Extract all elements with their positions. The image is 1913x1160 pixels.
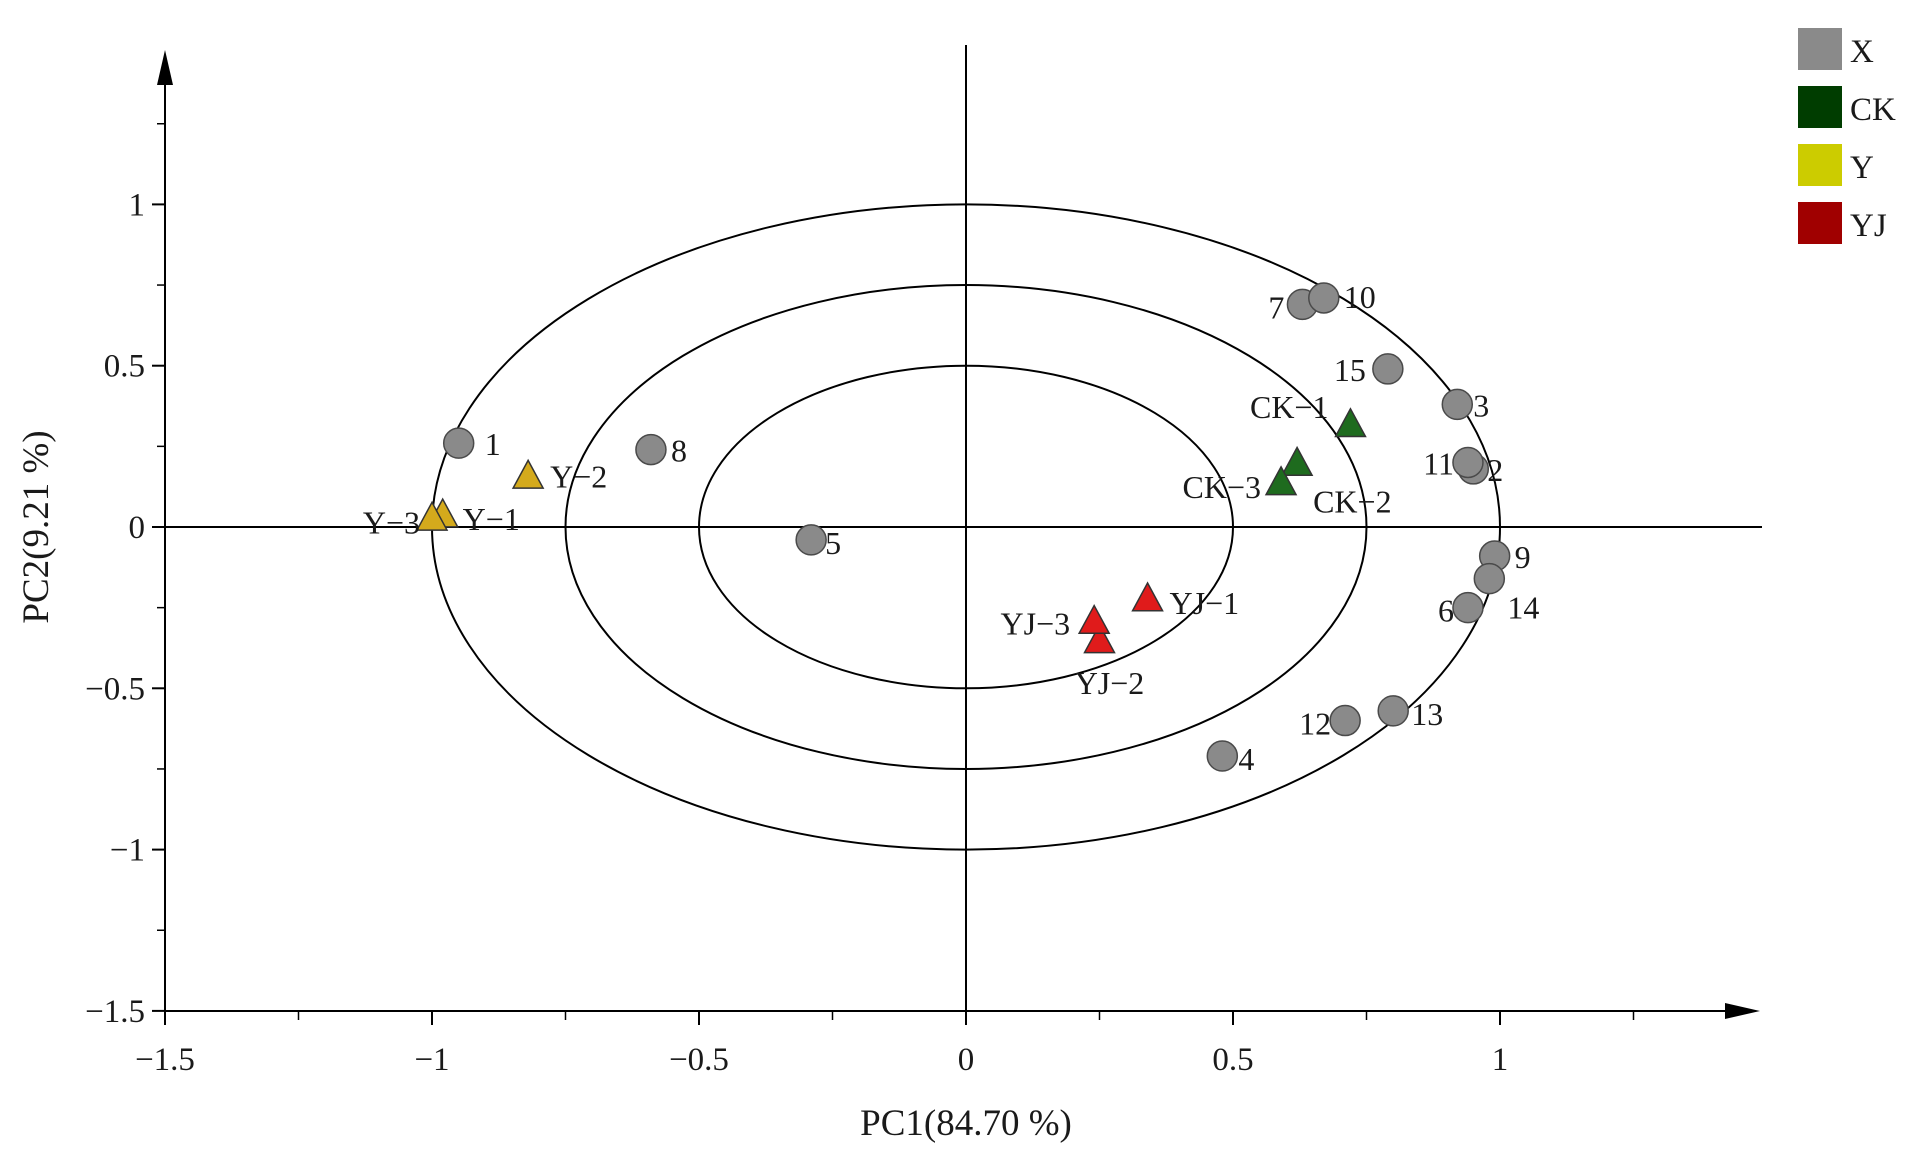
point-y-2 [511, 458, 545, 489]
axes [157, 45, 1762, 1019]
data-points [415, 282, 1511, 772]
point-3 [1441, 388, 1474, 421]
point-label-12: 12 [1299, 706, 1331, 742]
point-label-ck-1: CK−1 [1250, 389, 1329, 425]
x-tick-label: −0.5 [669, 1042, 729, 1078]
point-label-8: 8 [671, 433, 687, 469]
point-label-1: 1 [485, 426, 501, 462]
point-label-14: 14 [1507, 590, 1539, 626]
legend-label-x: X [1850, 34, 1874, 70]
x-tick-label: 0.5 [1212, 1042, 1253, 1078]
x-axis-label: PC1(84.70 %) [860, 1103, 1072, 1144]
point-label-ck-3: CK−3 [1183, 469, 1262, 505]
y-tick-label: 0.5 [104, 349, 145, 385]
point-ck-1 [1334, 407, 1367, 438]
y-axis-arrow [157, 50, 173, 85]
legend-swatch-yj [1798, 202, 1842, 244]
point-10 [1308, 282, 1340, 314]
point-label-y-2: Y−2 [550, 458, 607, 494]
y-axis-label: PC2(9.21 %) [16, 430, 57, 623]
point-y-3 [415, 500, 449, 531]
y-tick-label: −1 [110, 833, 145, 869]
point-yj-1 [1131, 581, 1164, 612]
point-label-4: 4 [1238, 741, 1254, 777]
legend-swatch-y [1798, 144, 1842, 186]
point-label-yj-3: YJ−3 [1001, 606, 1071, 642]
point-13 [1377, 695, 1409, 727]
point-label-5: 5 [825, 525, 841, 561]
point-label-y-3: Y−3 [363, 504, 420, 540]
point-label-11: 11 [1423, 445, 1454, 481]
legend-label-ck: CK [1850, 92, 1896, 128]
point-11 [1452, 446, 1484, 479]
y-tick-label: 1 [129, 187, 146, 223]
point-label-13: 13 [1411, 696, 1443, 732]
x-axis-arrow [1725, 1003, 1760, 1019]
x-tick-label: −1 [414, 1042, 449, 1078]
tick-labels: −1.5 −1 −0.5 0 0.5 1 −1.5 −1 −0.5 0 0.5 1 [85, 187, 1508, 1078]
point-label-6: 6 [1438, 593, 1454, 629]
legend-label-y: Y [1850, 150, 1874, 186]
point-label-y-1: Y−1 [463, 501, 520, 537]
y-tick-label: −1.5 [85, 994, 145, 1030]
x-tick-label: 1 [1492, 1042, 1509, 1078]
x-tick-label: 0 [958, 1042, 975, 1078]
point-label-3: 3 [1473, 387, 1489, 423]
legend-label-yj: YJ [1850, 208, 1887, 244]
point-1 [442, 427, 475, 459]
point-label-15: 15 [1334, 352, 1366, 388]
point-yj-2 [1083, 623, 1116, 654]
y-tick-label: −0.5 [85, 671, 145, 707]
point-label-ck-2: CK−2 [1313, 483, 1392, 519]
legend-swatch-ck [1798, 86, 1842, 128]
point-label-yj-1: YJ−1 [1170, 585, 1240, 621]
point-label-7: 7 [1268, 289, 1284, 325]
point-12 [1329, 704, 1361, 737]
legend: X CK Y YJ [1798, 28, 1896, 244]
y-tick-label: 0 [129, 510, 146, 546]
point-4 [1206, 740, 1239, 772]
point-yj-3 [1077, 603, 1111, 635]
point-label-10: 10 [1344, 279, 1376, 315]
point-15 [1372, 353, 1404, 385]
x-tick-label: −1.5 [135, 1042, 195, 1078]
point-14 [1473, 562, 1506, 595]
point-label-2: 2 [1487, 452, 1503, 488]
point-8 [635, 433, 667, 466]
point-ck-2 [1280, 445, 1314, 476]
point-ck-3 [1264, 465, 1298, 496]
point-label-9: 9 [1515, 539, 1531, 575]
point-6 [1452, 591, 1484, 624]
legend-swatch-x [1798, 28, 1842, 70]
point-label-yj-2: YJ−2 [1075, 665, 1145, 701]
tick-marks [152, 123, 1635, 1025]
point-5 [795, 524, 827, 556]
